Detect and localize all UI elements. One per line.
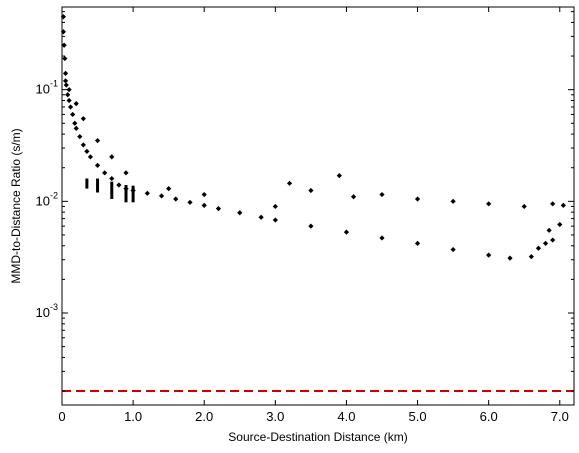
x-tick-label: 0 [58,409,65,424]
data-point [379,191,385,198]
plot-area [61,6,575,406]
data-point [546,227,552,233]
x-tick-label: 6.0 [480,409,498,424]
data-point [550,237,556,243]
y-axis-label: MMD-to-Distance Ratio (s/m) [9,128,23,283]
data-point [84,148,90,155]
data-point [450,198,456,204]
x-axis-label: Source-Destination Distance (km) [228,430,407,444]
data-point [486,252,492,258]
data-point [67,104,74,110]
data-point [66,87,72,93]
data-point [173,196,179,202]
data-point [557,221,563,228]
data-point [144,190,150,196]
points-layer [60,14,566,261]
data-point [507,255,513,261]
y-tick-base: 10 [36,193,50,208]
data-point [379,235,385,241]
data-point [286,180,293,186]
x-axis-ticks: 0 1.0 2.0 3.0 4.0 5.0 6.0 7.0 [58,7,569,424]
data-point [60,29,67,35]
data-point [521,203,527,210]
data-point [350,194,357,200]
data-point [87,154,94,160]
y-tick-base: 10 [36,82,50,97]
data-point [61,42,67,48]
data-point [187,199,193,205]
data-point [77,133,83,140]
data-point [62,78,69,84]
data-point [72,120,78,126]
data-point [215,206,222,212]
data-point [414,240,421,247]
data-point [109,154,115,160]
data-point [158,193,165,199]
data-point [94,162,101,168]
data-point [450,246,456,253]
data-point [80,142,86,148]
data-point [528,253,534,260]
data-point [560,202,566,208]
x-tick-label: 1.0 [124,409,142,424]
data-point [109,175,115,182]
data-point [550,201,556,207]
y-tick-exponent: -1 [50,79,58,89]
data-point [65,92,71,98]
data-point [73,125,79,131]
data-point [336,173,342,179]
data-point [542,240,549,247]
x-tick-label: 5.0 [409,409,427,424]
data-point [343,229,350,235]
data-point [272,203,278,210]
data-point [73,101,79,107]
x-tick-label: 3.0 [266,409,284,424]
y-tick-exponent: -3 [50,302,58,312]
data-point [308,223,314,229]
x-tick-label: 4.0 [337,409,355,424]
y-tick-exponent: -2 [50,190,58,200]
y-tick-label: 10-3 [36,302,58,320]
data-point [116,182,122,188]
data-point [80,116,86,122]
y-tick-base: 10 [36,305,50,320]
data-point [62,55,68,62]
data-point [258,214,264,220]
data-point [272,217,278,223]
data-point [60,14,67,20]
data-point [94,137,101,144]
data-point [123,170,129,176]
data-point [66,97,72,104]
data-point [63,82,69,88]
data-point [102,170,108,176]
data-point [62,70,69,76]
y-axis-ticks: 10-110-210-3 [36,11,574,392]
x-tick-label: 7.0 [551,409,569,424]
data-point [166,186,172,192]
data-point [201,202,207,208]
data-point [414,196,421,202]
data-point [486,201,492,207]
data-point [237,210,243,216]
data-point [201,191,207,198]
data-point [308,187,314,194]
data-point [70,111,76,118]
y-tick-label: 10-1 [36,79,58,97]
x-tick-label: 2.0 [195,409,213,424]
data-point [535,245,542,251]
y-tick-label: 10-2 [36,190,58,208]
